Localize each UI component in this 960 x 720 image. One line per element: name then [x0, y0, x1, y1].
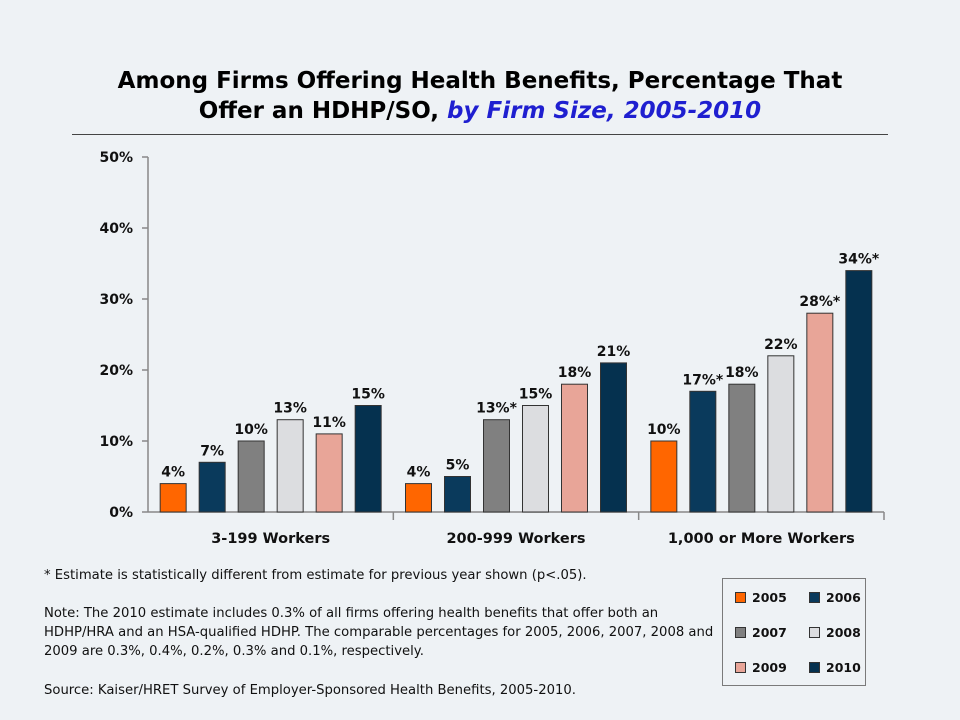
bar-2007-0: [237, 440, 265, 513]
data-label: 10%: [647, 422, 681, 438]
chart-legend: 2005 2006 2007 2008 2009 2010: [722, 578, 866, 686]
x-category-label: 1,000 or More Workers: [668, 531, 855, 547]
data-label: 15%: [351, 387, 385, 403]
bar-2006-1: [444, 476, 471, 513]
data-label: 4%: [407, 465, 431, 481]
data-label: 15%: [519, 387, 553, 403]
bar-2005-0: [159, 483, 187, 513]
legend-swatch: [735, 626, 746, 638]
legend-item-2006: 2006: [809, 589, 861, 605]
data-label: 13%*: [476, 401, 518, 417]
legend-swatch: [735, 591, 746, 603]
title-line-1: Among Firms Offering Health Benefits, Pe…: [117, 68, 843, 94]
legend-label: 2009: [752, 659, 787, 675]
y-tick-label: 0%: [109, 505, 133, 521]
bar-2009-2: [806, 312, 834, 513]
legend-label: 2007: [752, 624, 787, 640]
data-label: 4%: [161, 465, 185, 481]
y-tick-label: 40%: [99, 221, 133, 237]
bar-2008-1: [522, 405, 549, 513]
legend-swatch: [809, 626, 820, 638]
title-line-2-prefix: Offer an HDHP/SO,: [198, 98, 448, 124]
bar-2010-1: [600, 362, 627, 513]
legend-item-2010: 2010: [809, 659, 861, 675]
footnote-note: Note: The 2010 estimate includes 0.3% of…: [44, 606, 714, 659]
footnote-source: Source: Kaiser/HRET Survey of Employer-S…: [44, 683, 576, 698]
y-tick-label: 10%: [99, 434, 133, 450]
y-tick-label: 20%: [99, 363, 133, 379]
data-label: 22%: [764, 337, 798, 353]
legend-swatch: [735, 661, 746, 673]
data-label: 11%: [312, 415, 346, 431]
bar-2009-0: [315, 433, 343, 513]
chart-title: Among Firms Offering Health Benefits, Pe…: [60, 66, 900, 126]
bar-2008-2: [767, 355, 795, 513]
legend-item-2009: 2009: [735, 659, 787, 675]
footnote-significance: * Estimate is statistically different fr…: [44, 568, 587, 583]
title-divider: [72, 134, 888, 135]
data-label: 18%: [558, 365, 592, 381]
legend-label: 2008: [826, 624, 861, 640]
bar-2005-1: [405, 483, 432, 513]
data-label: 13%: [273, 401, 307, 417]
legend-label: 2006: [826, 589, 861, 605]
data-label: 18%: [725, 365, 759, 381]
title-highlight: by Firm Size, 2005-2010: [447, 98, 762, 124]
bar-2005-2: [650, 440, 678, 513]
legend-item-2008: 2008: [809, 624, 861, 640]
bar-2007-1: [483, 419, 510, 513]
data-label: 5%: [446, 458, 470, 474]
y-tick-label: 30%: [99, 292, 133, 308]
data-label: 34%*: [838, 252, 880, 268]
x-category-label: 200-999 Workers: [446, 531, 585, 547]
legend-label: 2005: [752, 589, 787, 605]
data-label: 10%: [234, 422, 268, 438]
y-tick-label: 50%: [99, 150, 133, 166]
bar-2007-2: [728, 383, 756, 513]
x-category-label: 3-199 Workers: [211, 531, 330, 547]
data-label: 17%*: [682, 372, 724, 388]
legend-swatch: [809, 591, 820, 603]
legend-label: 2010: [826, 659, 861, 675]
legend-item-2005: 2005: [735, 589, 787, 605]
bar-2010-0: [354, 405, 382, 513]
bar-chart: 0% 10% 20% 30% 40% 50% 4% 7% 10% 13% 11% 15% 3-199 W…: [99, 150, 885, 547]
data-label: 21%: [597, 344, 631, 360]
data-label: 7%: [200, 443, 224, 459]
legend-item-2007: 2007: [735, 624, 787, 640]
bar-2006-0: [198, 461, 226, 513]
bar-2006-2: [689, 390, 717, 513]
bar-2008-0: [276, 419, 304, 513]
title-line-2: Offer an HDHP/SO, by Firm Size, 2005-201…: [60, 96, 900, 126]
data-label: 28%*: [799, 294, 841, 310]
legend-swatch: [809, 661, 820, 673]
bar-2010-2: [845, 270, 873, 513]
bar-2009-1: [561, 383, 588, 513]
